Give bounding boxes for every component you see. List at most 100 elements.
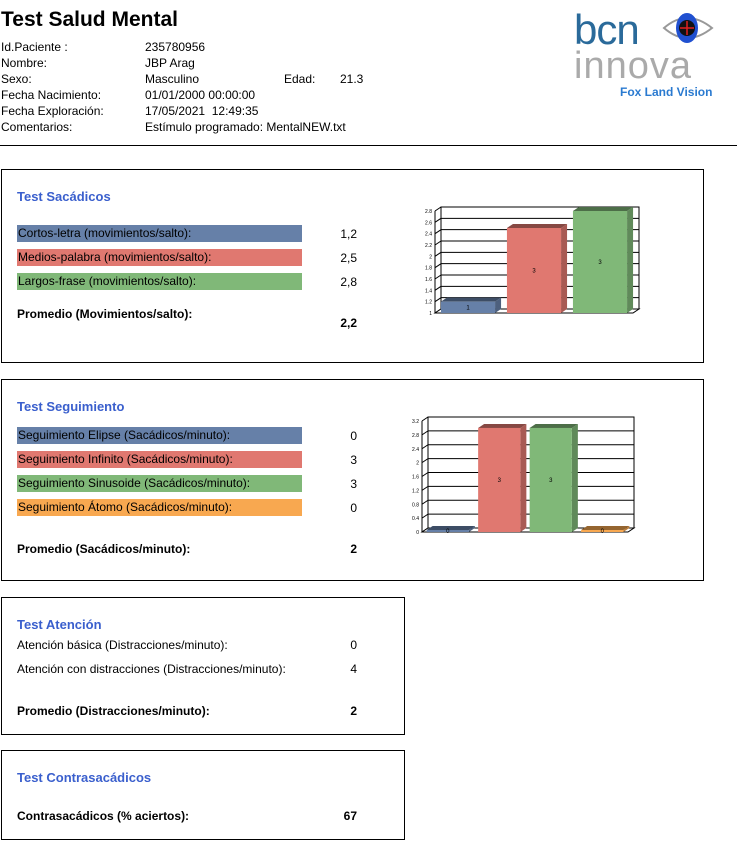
patient-sex: Masculino (145, 72, 200, 86)
metric-label: Atención básica (Distracciones/minuto): (17, 638, 228, 652)
bar-side (627, 207, 634, 313)
gridline (434, 251, 442, 257)
patient-name: JBP Arag (145, 56, 195, 70)
y-tick-label: 1 (429, 311, 432, 317)
average-value: 2 (350, 542, 357, 556)
average-value: 2 (350, 704, 357, 718)
gridline (434, 229, 442, 235)
bar (529, 427, 572, 532)
bar-top (426, 526, 475, 530)
gridline (434, 297, 442, 303)
metric-label: Seguimiento Átomo (Sacádicos/minuto): (17, 499, 302, 516)
gridline (421, 499, 429, 505)
age-label: Edad: (284, 72, 316, 86)
metric-value: 0 (350, 638, 357, 652)
field-label: Fecha Exploración: (1, 104, 104, 118)
field-label: Fecha Nacimiento: (1, 88, 102, 102)
exam-date: 17/05/2021 12:49:35 (145, 104, 259, 118)
gridline (421, 430, 429, 436)
comments: Estímulo programado: MentalNEW.txt (145, 120, 346, 134)
bar-top (581, 526, 630, 530)
y-tick-label: 3.2 (412, 419, 419, 425)
gridline (421, 513, 429, 519)
y-tick-label: 2.2 (425, 243, 432, 249)
bar (506, 228, 562, 313)
bar (478, 427, 521, 532)
gridline (434, 240, 442, 246)
y-tick-label: 1.8 (425, 266, 432, 272)
metric-value: 0 (350, 429, 357, 443)
bar-top (572, 207, 634, 211)
data-label: 3 (549, 478, 553, 484)
y-tick-label: 2.8 (412, 433, 419, 439)
metric-value: 3 (350, 477, 357, 491)
average-label: Contrasacádicos (% aciertos): (17, 809, 190, 823)
field-label: Nombre: (1, 56, 48, 70)
bar-top (478, 423, 527, 428)
average-label: Promedio (Distracciones/minuto): (17, 704, 210, 718)
gridline (421, 485, 429, 491)
sacadicos-panel: Test Sacádicos Cortos-letra (movimientos… (1, 169, 704, 363)
y-tick-label: 2.4 (412, 447, 419, 453)
seguimiento-chart: 0 0.4 0.8 1.2 1.6 2 2.4 2.8 3.2 0 3 3 0 (412, 416, 636, 536)
data-label: 3 (498, 478, 502, 484)
atencion-panel: Test Atención Atención básica (Distracci… (1, 597, 405, 735)
y-tick-label: 2.6 (425, 220, 432, 226)
data-label: 1 (466, 305, 470, 311)
eye-icon (662, 13, 714, 43)
data-label: 3 (532, 269, 536, 275)
metric-label: Largos-frase (movimientos/salto): (17, 273, 302, 290)
gridline (434, 217, 442, 223)
average-value: 2,2 (340, 316, 357, 330)
patient-id: 235780956 (145, 40, 206, 54)
page-title: Test Salud Mental (1, 8, 178, 31)
svg-text:Fox Land Vision: Fox Land Vision (620, 85, 712, 99)
metric-label: Medios-palabra (movimientos/salto): (17, 249, 302, 266)
sacadicos-chart: 1 1.2 1.4 1.6 1.8 2 2.2 2.4 2.6 2.8 1 3 3 (425, 206, 641, 317)
y-tick-label: 2.4 (425, 232, 432, 238)
y-tick-label: 1.6 (412, 475, 419, 481)
gridline (434, 274, 442, 280)
bar-side (571, 423, 578, 532)
gridline (421, 458, 429, 464)
gridline (434, 206, 442, 212)
field-label: Id.Paciente : (1, 40, 68, 54)
metric-label: Atención con distracciones (Distraccione… (17, 662, 286, 676)
bar-side (468, 526, 475, 532)
y-tick-label: 0 (416, 530, 419, 536)
y-tick-label: 2 (429, 254, 432, 260)
metric-label: Cortos-letra (movimientos/salto): (17, 225, 302, 242)
age-value: 21.3 (340, 72, 364, 86)
gridline (434, 285, 442, 291)
data-label: 3 (598, 260, 602, 266)
average-label: Promedio (Movimientos/salto): (17, 307, 193, 321)
gridline (434, 263, 442, 269)
y-tick-label: 1.2 (425, 300, 432, 306)
y-tick-label: 1.2 (412, 488, 419, 494)
data-label: 0 (446, 529, 450, 535)
y-tick-label: 1.6 (425, 277, 432, 283)
y-tick-label: 0.8 (412, 502, 419, 508)
bar-top (440, 297, 502, 302)
field-label: Comentarios: (1, 120, 73, 134)
metric-value: 0 (350, 501, 357, 515)
bar (581, 530, 624, 532)
average-label: Promedio (Sacádicos/minuto): (17, 542, 191, 556)
bcn-innova-logo: bcn innova Fox Land Vision (572, 6, 727, 101)
y-tick-label: 2 (416, 461, 419, 467)
header-divider (0, 145, 737, 146)
bar-side (561, 224, 568, 313)
metric-label: Seguimiento Elipse (Sacádicos/minuto): (17, 427, 302, 444)
svg-text:innova: innova (574, 45, 692, 87)
seguimiento-panel: Test Seguimiento Seguimiento Elipse (Sac… (1, 379, 704, 581)
metric-label: Seguimiento Infinito (Sacádicos/minuto): (17, 451, 302, 468)
bar (440, 301, 496, 313)
gridline (421, 472, 429, 477)
bar-top (529, 423, 578, 428)
bar-top (506, 224, 568, 228)
bar (426, 530, 469, 532)
contrasacadicos-panel: Test Contrasacádicos Contrasacádicos (% … (1, 750, 405, 840)
metric-value: 2,8 (340, 275, 357, 289)
metric-value: 1,2 (340, 227, 357, 241)
section-title: Test Contrasacádicos (17, 770, 152, 785)
